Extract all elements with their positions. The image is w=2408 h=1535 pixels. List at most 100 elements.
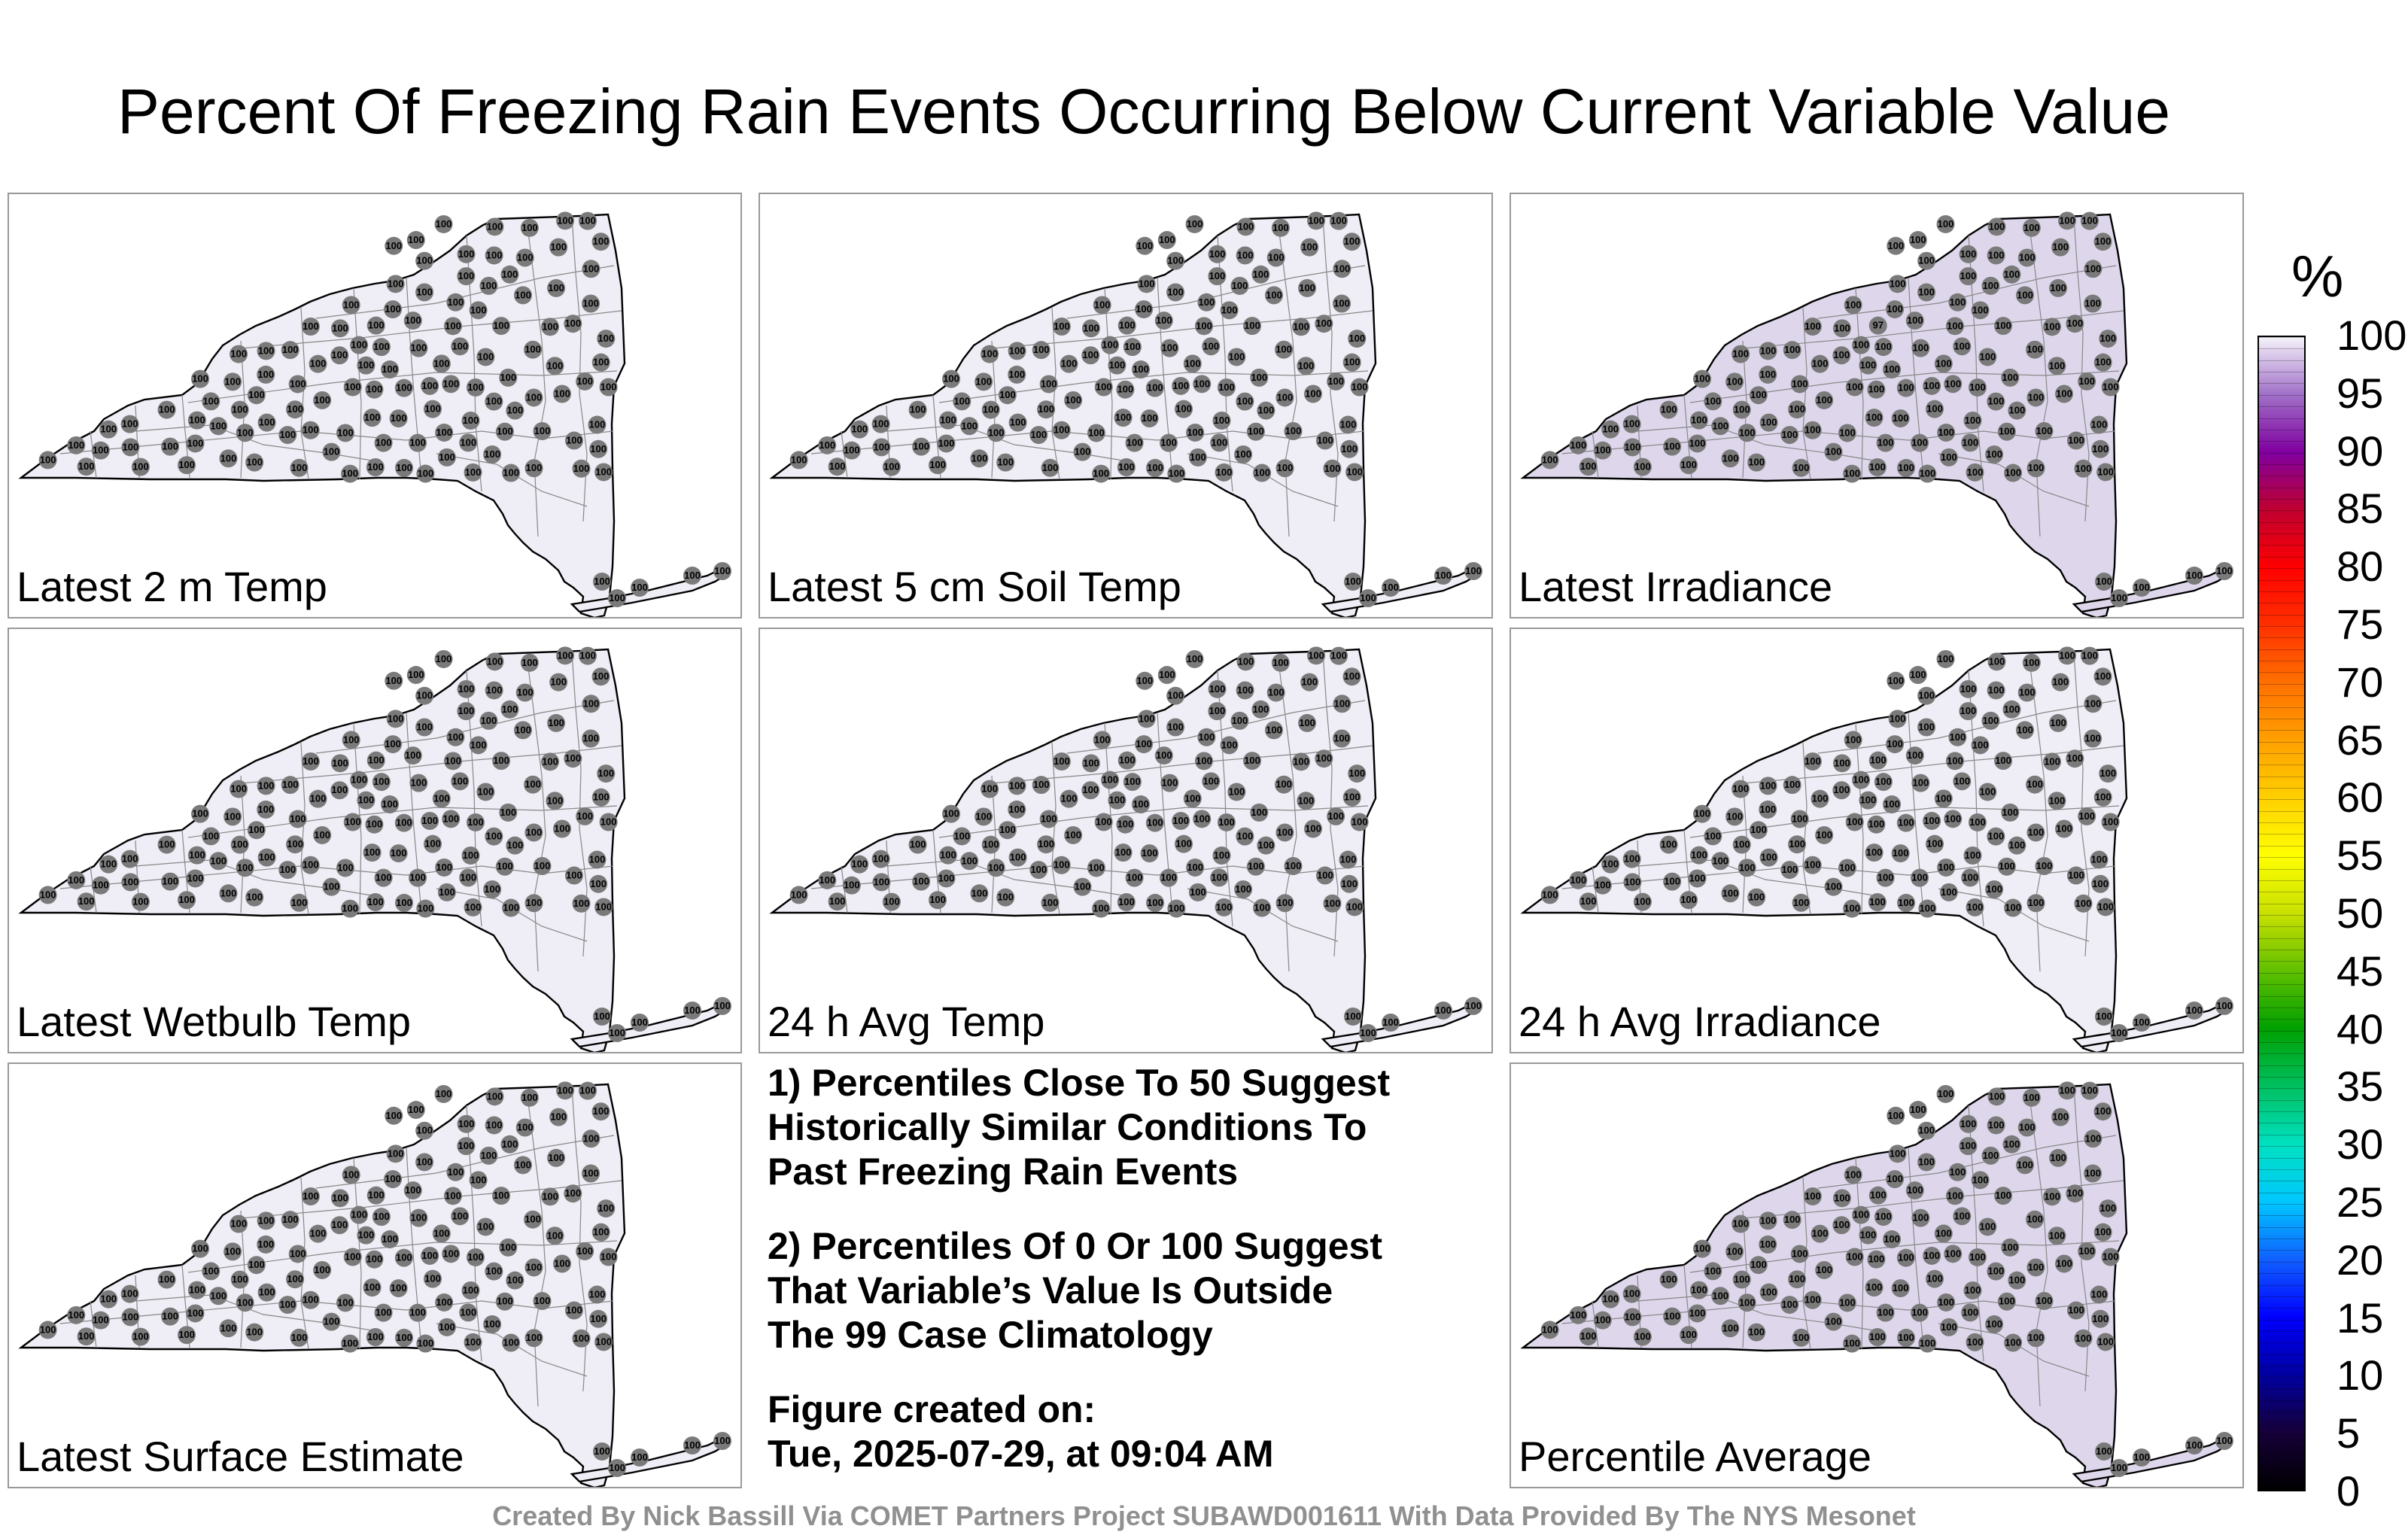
station-value: 100	[1038, 403, 1054, 415]
station-marker	[2215, 1432, 2233, 1450]
station-value: 100	[2216, 1000, 2233, 1011]
station-value: 100	[220, 887, 237, 898]
station-value: 100	[290, 1248, 306, 1259]
station-value: 100	[1065, 394, 1081, 406]
station-value: 100	[1136, 240, 1153, 251]
station-value: 100	[1680, 459, 1697, 470]
station-marker	[1905, 1181, 1924, 1200]
station-value: 100	[409, 1307, 426, 1318]
station-value: 100	[396, 897, 412, 908]
station-marker	[1253, 464, 1272, 482]
station-value: 100	[1938, 1088, 1954, 1099]
station-value: 100	[1109, 360, 1126, 371]
colorbar-division	[2259, 1215, 2304, 1217]
station-marker	[1759, 777, 1777, 795]
station-marker	[1971, 736, 1990, 755]
station-value: 100	[1887, 1110, 1904, 1121]
map-panel-latest-5cm-soil-temp: 100 100 100 100 100 100 100 100 100 100 100 100 100 1…	[759, 193, 1493, 619]
station-value: 100	[1910, 669, 1926, 680]
station-marker	[1897, 458, 1916, 477]
county-boundary	[1855, 287, 1864, 480]
county-boundary	[1938, 1323, 2090, 1377]
station-value: 100	[68, 1309, 84, 1321]
station-value: 100	[1804, 859, 1821, 871]
colorbar-division	[2259, 984, 2304, 986]
station-marker	[1329, 211, 1348, 230]
station-marker	[1264, 286, 1283, 305]
station-value: 100	[1999, 861, 2015, 872]
station-value: 100	[1175, 403, 1192, 415]
station-marker	[1342, 353, 1361, 372]
station-value: 100	[1465, 1000, 1482, 1011]
station-marker	[421, 811, 439, 830]
station-marker	[386, 275, 405, 293]
station-value: 100	[583, 1132, 600, 1144]
map-panel-latest-2m-temp: 100 100 100 100 100 100 100 100 100 100 100 100 100 1…	[8, 193, 742, 619]
county-boundary	[300, 307, 309, 480]
station-marker	[442, 810, 461, 828]
station-marker	[1832, 1216, 1851, 1235]
station-marker	[257, 848, 276, 867]
station-value: 100	[2019, 1122, 2036, 1133]
station-marker	[1832, 346, 1851, 365]
station-value: 100	[123, 1311, 139, 1322]
station-value: 100	[1839, 427, 1856, 438]
station-value: 100	[411, 1212, 427, 1223]
station-value: 100	[421, 380, 438, 391]
station-marker	[1166, 251, 1185, 270]
station-value: 100	[1890, 713, 1906, 724]
station-value: 100	[1988, 249, 2005, 260]
station-marker	[842, 876, 861, 895]
station-marker	[1167, 464, 1186, 483]
station-marker	[178, 456, 196, 475]
station-marker	[1315, 431, 1334, 450]
station-marker	[1227, 783, 1246, 801]
station-marker	[1185, 214, 1204, 233]
station-marker	[2054, 819, 2073, 838]
county-boundary	[240, 310, 622, 349]
station-value: 100	[93, 1315, 109, 1326]
station-value: 100	[943, 808, 959, 819]
station-value: 100	[248, 824, 265, 835]
station-value: 100	[1691, 1284, 1707, 1296]
station-marker	[409, 433, 427, 452]
station-marker	[301, 1290, 320, 1309]
station-value: 100	[1875, 776, 1892, 787]
station-value: 100	[1804, 1294, 1821, 1306]
nys-map: 1001001001001001001001001001001001001001…	[769, 646, 1482, 1052]
colorbar-division	[2259, 591, 2304, 592]
station-value: 100	[1923, 1250, 1940, 1261]
station-marker	[1874, 1208, 1893, 1226]
station-marker	[1788, 835, 1807, 854]
colorbar-division	[2259, 1435, 2304, 1436]
panel-label: Latest Surface Estimate	[17, 1433, 464, 1480]
station-value: 100	[1277, 826, 1294, 837]
station-marker	[2008, 1271, 2026, 1290]
station-value: 100	[162, 1311, 178, 1322]
station-marker	[1688, 1304, 1707, 1323]
station-value: 100	[547, 795, 564, 806]
station-value: 100	[1750, 824, 1767, 835]
station-value: 100	[1009, 780, 1026, 791]
station-value: 100	[1209, 705, 1226, 716]
station-value: 100	[1884, 1233, 1900, 1245]
station-value: 100	[1167, 286, 1184, 297]
station-marker	[384, 1170, 403, 1189]
station-marker	[1307, 211, 1326, 230]
station-value: 100	[1272, 222, 1289, 233]
station-value: 100	[485, 1266, 502, 1277]
station-value: 100	[303, 321, 319, 332]
station-value: 100	[1789, 1273, 1805, 1284]
station-marker	[1959, 245, 1978, 263]
station-value: 100	[367, 1331, 384, 1342]
station-value: 100	[1988, 684, 2005, 695]
station-marker	[1633, 457, 1652, 476]
station-marker	[1888, 1144, 1907, 1163]
station-value: 100	[1691, 415, 1707, 426]
station-value: 100	[458, 683, 475, 695]
station-marker	[882, 892, 901, 911]
station-marker	[1876, 1303, 1895, 1322]
station-value: 100	[1093, 903, 1109, 914]
colorbar-division	[2259, 868, 2304, 870]
station-marker	[515, 1118, 534, 1137]
